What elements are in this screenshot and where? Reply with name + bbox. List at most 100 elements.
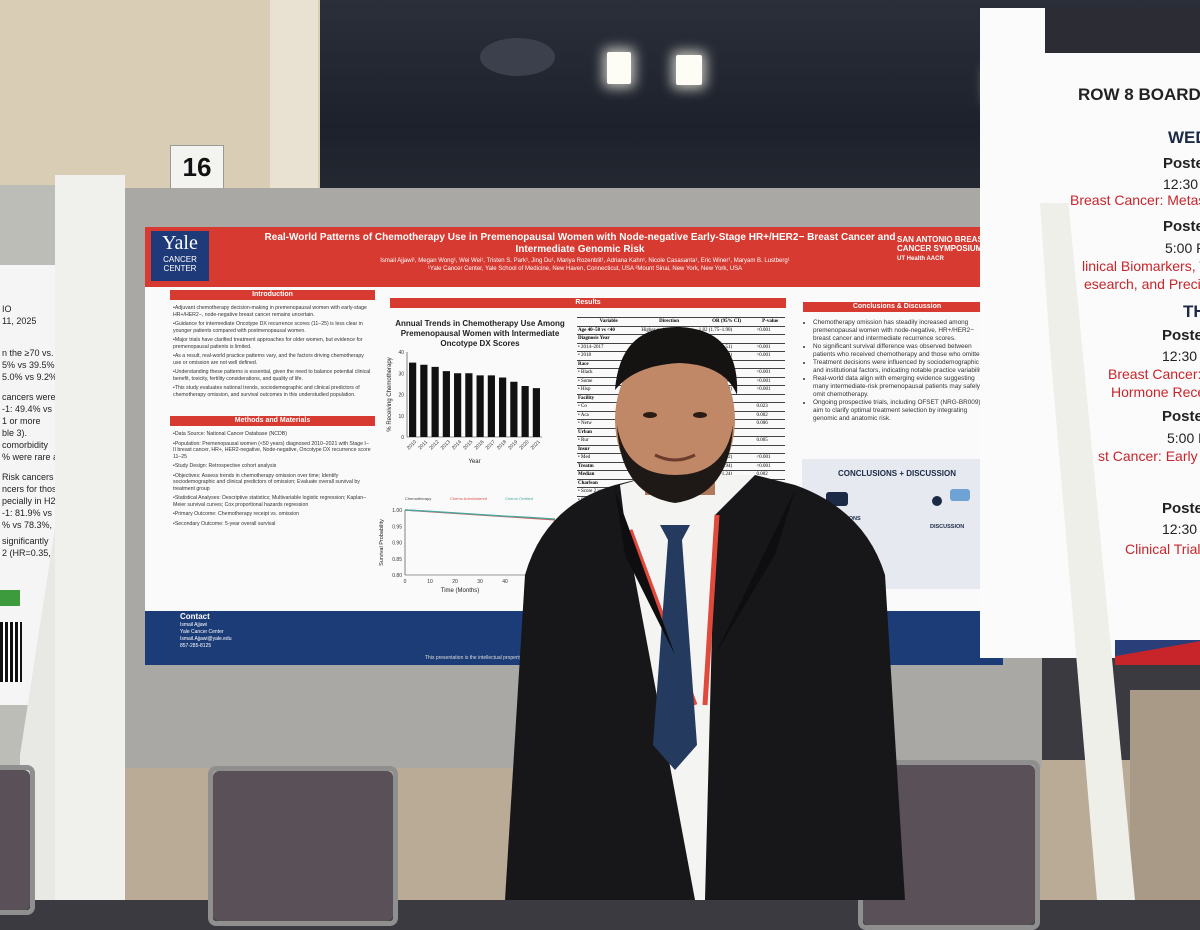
sponsor-name: SAN ANTONIO BREAST CANCER SYMPOSIUM: [897, 235, 988, 253]
booth-number: 16: [170, 145, 224, 189]
conclusions-heading: Conclusions & Discussion: [803, 302, 991, 312]
x-axis-label: Year: [468, 459, 480, 465]
table-cell: Race: [577, 359, 641, 369]
x-tick-label: 2017: [485, 439, 497, 451]
table-header-cell: P-value: [755, 317, 785, 326]
banner-time: 12:30: [1162, 521, 1198, 537]
table-cell: Facility: [577, 393, 641, 403]
conclusions-list: Chemotherapy omission has steadily incre…: [805, 319, 990, 423]
logo-sub: CANCER CENTER: [163, 255, 197, 273]
table-cell: • 2018: [577, 351, 641, 360]
table-cell: <0.001: [755, 342, 785, 352]
x-tick-label: 10: [427, 579, 433, 585]
neighbor-text: 11, 2025: [2, 316, 37, 326]
poster-footnote: This presentation is the intellectual pr…: [425, 655, 575, 661]
x-tick-label: 2012: [428, 439, 440, 451]
table-cell: [755, 334, 785, 343]
y-tick-label: 10: [398, 414, 404, 420]
poster-authors: Ismail Ajjawi¹, Megan Wong¹, Wei Wei¹, T…: [285, 257, 885, 273]
banner-time: 5:00 P: [1167, 430, 1200, 446]
banner-topic: st Cancer: Early S: [1098, 448, 1200, 464]
table-cell: <0.001: [755, 368, 785, 377]
banner-day: WED: [1168, 128, 1200, 147]
table-header-row: Variable Direction OR (95% CI) P-value: [577, 317, 785, 326]
neighbor-text: % vs 78.3%,: [2, 520, 53, 530]
y-tick-label: 0.80: [392, 573, 402, 579]
contact-org: Yale Cancer Center: [180, 629, 224, 635]
speech-bubble-icon: [826, 492, 848, 506]
table-cell: • Rur: [577, 436, 641, 445]
neighbor-text: ncers for those: [2, 484, 60, 494]
poster-header: [145, 227, 1003, 287]
table-cell: • Black: [577, 368, 641, 377]
table-cell: • 2014–2017: [577, 342, 641, 352]
x-tick-label: 20: [452, 579, 458, 585]
conclusion-item: Treatment decisions were influenced by s…: [813, 359, 990, 375]
bar: [476, 375, 484, 437]
neighbor-text: 2 (HR=0.35,: [2, 548, 51, 558]
chair: [208, 766, 398, 926]
x-tick-label: 2016: [473, 439, 485, 451]
intro-heading: Introduction: [170, 290, 375, 300]
bar: [521, 386, 529, 437]
x-tick-label: 2015: [462, 439, 474, 451]
bar: [409, 362, 417, 437]
series-line: [404, 509, 556, 520]
table-header-cell: Direction: [640, 317, 698, 326]
table-cell: [697, 334, 756, 343]
table-cell: Treatm: [577, 461, 641, 471]
banner-topic: esearch, and Precis: [1084, 276, 1200, 292]
table-header-cell: Variable: [577, 317, 641, 326]
table-cell: 1.82 (1.75–1.90): [697, 325, 756, 335]
table-header-cell: OR (95% CI): [697, 317, 756, 326]
contact-phone: 857-285-8125: [180, 643, 212, 649]
neighbor-text: 5% vs 39.5%,: [2, 360, 58, 370]
table-cell: • Hisp: [577, 385, 641, 394]
table-cell: Insur: [577, 444, 641, 454]
methods-bullet: •Secondary Outcome: 5-year overall survi…: [173, 520, 276, 527]
table-cell: 0.023: [755, 402, 785, 411]
neighbor-text: pecially in H2: [2, 496, 56, 506]
legend-entry: Chemo Administered: [450, 496, 487, 501]
legend-entry: Chemo Omitted: [505, 496, 533, 501]
affiliations: ¹Yale Cancer Center, Yale School of Medi…: [427, 266, 743, 272]
banner-topic: Hormone Rece: [1111, 384, 1200, 400]
bar: [532, 388, 540, 437]
neighbor-poster: IO 11, 2025 n the ≥70 vs. 5% vs 39.5%, 5…: [0, 265, 60, 705]
summary-right-label: DISCUSSION: [930, 524, 965, 530]
yale-logo: Yale CANCER CENTER: [151, 231, 209, 281]
banner-label: Poste: [1162, 327, 1200, 344]
contact-info: Contact Ismail Ajjawi Yale Cancer Center…: [180, 613, 231, 650]
table-cell: <0.001: [755, 461, 785, 471]
ceiling-light: [607, 52, 631, 84]
y-tick-label: 0.85: [392, 557, 402, 563]
neighbor-text: ble 3).: [2, 428, 28, 438]
contact-heading: Contact: [180, 612, 210, 621]
table-cell: • Med: [577, 453, 641, 462]
banner-time: 12:30 P: [1163, 176, 1200, 192]
table-cell: Charlson: [577, 478, 641, 488]
methods-bullet: •Data Source: National Cancer Database (…: [173, 431, 287, 437]
y-axis-label: Survival Probability: [379, 519, 385, 566]
conclusion-item: Real-world data align with emerging evid…: [813, 375, 990, 399]
banner-label: Poste: [1162, 500, 1200, 517]
table-cell: <0.001: [755, 325, 785, 335]
chart-title: Annual Trends in Chemotherapy Use Among …: [395, 319, 565, 348]
banner-label: Poste: [1163, 155, 1200, 172]
x-tick-label: 40: [502, 579, 508, 585]
table-cell: Diagnosis Year: [577, 334, 641, 343]
table-cell: [755, 427, 785, 437]
legend-title: Chemotherapy: [405, 496, 431, 501]
qr-code-icon: [0, 622, 22, 682]
ceiling-light: [676, 55, 702, 85]
banner-day: TH: [1183, 302, 1200, 321]
y-tick-label: 0: [401, 435, 404, 441]
neighbor-text: % were rare at: [2, 452, 60, 462]
intro-bullet: •Major trials have clarified treatment a…: [173, 337, 363, 350]
y-tick-label: 0.90: [392, 541, 402, 547]
banner-topic: linical Biomarkers, T: [1082, 258, 1200, 274]
pillar: [270, 0, 318, 200]
person-icon: [932, 496, 942, 506]
banner-time: 5:00 P: [1165, 240, 1200, 256]
x-tick-label: 0: [404, 579, 407, 585]
